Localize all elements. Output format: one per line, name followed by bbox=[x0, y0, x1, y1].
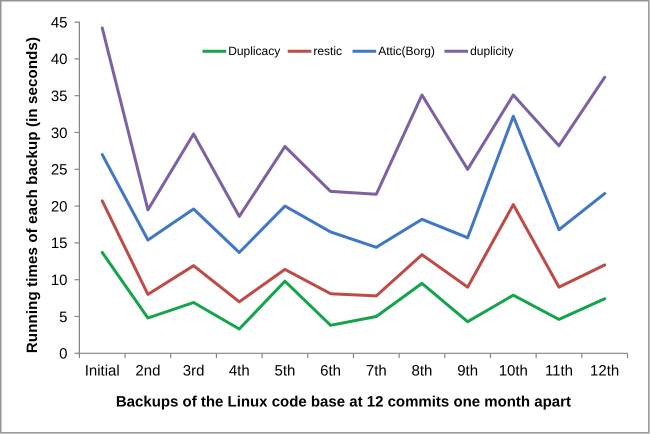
svg-text:3rd: 3rd bbox=[183, 363, 205, 380]
svg-text:11th: 11th bbox=[545, 363, 573, 380]
svg-text:45: 45 bbox=[51, 14, 68, 31]
svg-text:25: 25 bbox=[51, 162, 68, 179]
svg-text:30: 30 bbox=[51, 125, 68, 142]
svg-text:Backups of the Linux code base: Backups of the Linux code base at 12 com… bbox=[116, 394, 571, 411]
svg-text:5th: 5th bbox=[275, 363, 296, 380]
svg-text:5: 5 bbox=[59, 309, 67, 326]
svg-text:40: 40 bbox=[51, 51, 68, 68]
svg-text:0: 0 bbox=[59, 346, 67, 363]
svg-text:Duplicacy: Duplicacy bbox=[228, 44, 280, 58]
svg-text:10th: 10th bbox=[499, 363, 528, 380]
svg-text:35: 35 bbox=[51, 88, 68, 105]
svg-text:duplicity: duplicity bbox=[470, 44, 513, 58]
svg-text:8th: 8th bbox=[412, 363, 433, 380]
svg-text:Running times of each backup: Running times of each backup (in seconds… bbox=[24, 37, 41, 353]
svg-text:restic: restic bbox=[313, 44, 342, 58]
svg-text:2nd: 2nd bbox=[135, 363, 160, 380]
svg-text:9th: 9th bbox=[457, 363, 478, 380]
svg-text:4th: 4th bbox=[229, 363, 250, 380]
svg-text:10: 10 bbox=[51, 272, 68, 289]
svg-text:20: 20 bbox=[51, 198, 68, 215]
svg-text:6th: 6th bbox=[320, 363, 341, 380]
svg-text:Attic(Borg): Attic(Borg) bbox=[378, 44, 435, 58]
svg-text:Initial: Initial bbox=[85, 363, 120, 380]
svg-text:15: 15 bbox=[51, 235, 68, 252]
svg-text:7th: 7th bbox=[366, 363, 387, 380]
svg-text:12th: 12th bbox=[590, 363, 619, 380]
